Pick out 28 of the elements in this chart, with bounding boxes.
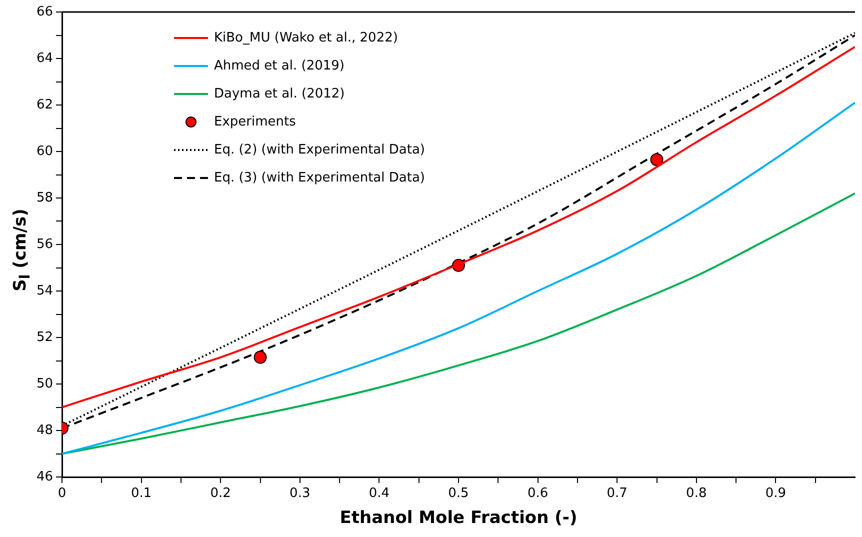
legend-label: Dayma et al. (2012): [214, 86, 345, 102]
y-tick-label: 58: [36, 190, 53, 206]
legend-label: Ahmed et al. (2019): [214, 58, 344, 74]
y-tick-label: 52: [36, 330, 53, 345]
y-tick-label: 54: [36, 283, 53, 298]
legend-label: Eq. (3) (with Experimental Data): [214, 170, 425, 186]
y-tick-label: 66: [36, 4, 53, 20]
x-tick-label: 0.3: [290, 486, 310, 502]
legend-label: Eq. (2) (with Experimental Data): [214, 142, 425, 158]
legend-label: Experiments: [214, 114, 296, 130]
y-tick-label: 48: [36, 422, 53, 438]
y-tick-label: 64: [36, 50, 53, 66]
y-tick-label: 62: [36, 97, 53, 112]
x-tick-label: 0: [58, 486, 66, 502]
x-tick-label: 0.1: [130, 486, 152, 502]
x-tick-label: 0.6: [527, 486, 548, 502]
legend-label: KiBo_MU (Wako et al., 2022): [214, 30, 398, 46]
y-tick-label: 46: [36, 469, 53, 484]
y-tick-label: 56: [36, 236, 53, 252]
x-tick-label: 0.2: [210, 486, 231, 502]
x-tick-label: 0.4: [368, 486, 390, 502]
x-tick-label: 0.7: [606, 486, 628, 502]
x-axis-title: Ethanol Mole Fraction (-): [340, 508, 578, 528]
y-tick-label: 60: [36, 144, 53, 159]
x-tick-label: 0.9: [765, 486, 786, 502]
y-tick-label: 50: [36, 376, 53, 392]
x-tick-label: 0.5: [448, 486, 469, 502]
x-tick-label: 0.8: [686, 486, 707, 502]
